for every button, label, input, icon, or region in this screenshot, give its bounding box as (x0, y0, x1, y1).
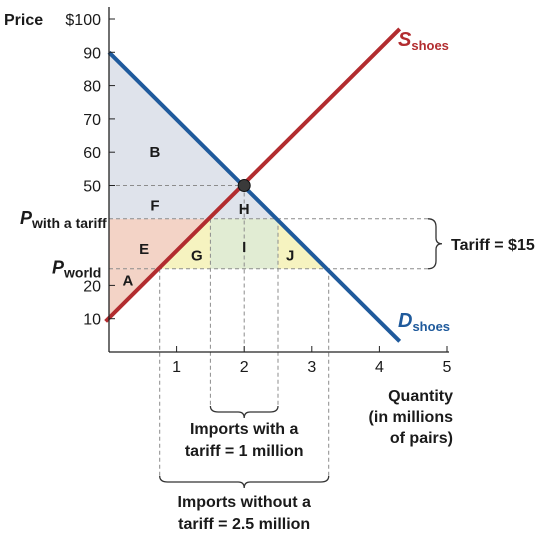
tariff-label: Tariff = $15 (451, 237, 535, 254)
price-with-tariff-label: Pwith a tariff (20, 208, 107, 231)
price-world-label: Pworld (52, 258, 101, 281)
x-tick-label-3: 3 (307, 359, 316, 376)
y-tick-label-80: 80 (83, 79, 101, 96)
region-label-a: A (123, 272, 134, 289)
demand-curve (107, 50, 402, 343)
imports-without-tariff-line-2: tariff = 2.5 million (178, 516, 310, 533)
x-tick-label-1: 1 (172, 359, 181, 376)
x-tick-label-5: 5 (443, 359, 452, 376)
region-label-f: F (150, 197, 159, 214)
imports-without-tariff-line-1: Imports without a (178, 494, 311, 511)
y-tick-label-50: 50 (83, 178, 101, 195)
x-tick-label-2: 2 (240, 359, 249, 376)
region-label-e: E (139, 241, 149, 258)
y-tick-label-20: 20 (83, 278, 101, 295)
imports-without-tariff-brace (159, 475, 330, 489)
labels-layer: A B E F G H I J Sshoes Dshoes Pwith a tariff Pworld… (20, 29, 535, 533)
x-axis-label-line-3: of pairs) (390, 430, 453, 447)
y-tick-label-70: 70 (83, 112, 101, 129)
x-axis-label-line-2: (in millions (369, 409, 454, 426)
curves-layer (104, 27, 402, 343)
supply-curve (104, 27, 402, 323)
axes-layer: 10 20 50 60 70 80 90 $100 Price 1 2 3 4 5 Quantity (in … (4, 7, 453, 447)
imports-with-tariff-line-2: tariff = 1 million (185, 443, 304, 460)
y-axis-label: Price (4, 12, 43, 29)
equilibrium-point (237, 178, 251, 192)
demand-curve-label: Dshoes (398, 310, 450, 334)
region-label-i: I (242, 239, 246, 256)
regions-layer (109, 52, 329, 319)
y-tick-label-90: 90 (83, 45, 101, 62)
y-tick-label-100: $100 (65, 12, 101, 29)
region-label-b: B (150, 144, 161, 161)
x-axis-label-line-1: Quantity (388, 388, 453, 405)
y-tick-label-10: 10 (83, 312, 101, 329)
imports-with-tariff-brace (209, 405, 279, 419)
tariff-brace (427, 218, 443, 270)
region-e (109, 218, 211, 269)
x-tick-label-4: 4 (375, 359, 384, 376)
region-label-h: H (239, 201, 250, 218)
guides-layer (109, 184, 430, 476)
region-label-g: G (191, 247, 203, 264)
region-label-j: J (286, 247, 294, 264)
imports-with-tariff-line-1: Imports with a (190, 421, 299, 438)
supply-curve-label: Sshoes (398, 29, 449, 53)
y-tick-label-60: 60 (83, 145, 101, 162)
